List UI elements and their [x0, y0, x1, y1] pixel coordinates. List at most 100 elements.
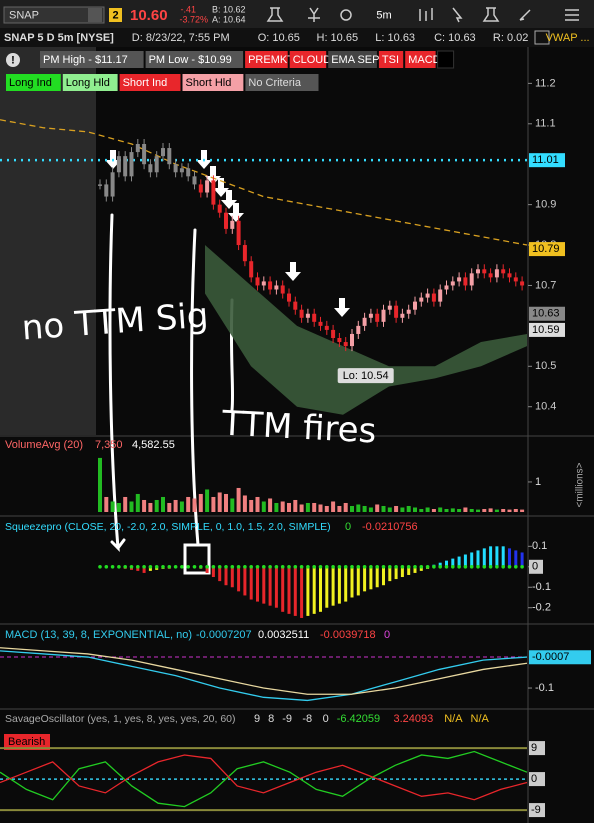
volume-title: VolumeAvg (20)	[5, 439, 83, 451]
volume-bar	[287, 502, 291, 512]
dropdown[interactable]	[88, 8, 102, 22]
squeeze-dot	[287, 564, 291, 569]
volume-bar	[261, 501, 266, 512]
candle	[261, 281, 266, 286]
squeeze-dot	[331, 564, 335, 569]
squeeze-dot	[205, 564, 209, 569]
squeeze-bar	[501, 546, 505, 567]
volume-bar	[154, 499, 159, 512]
squeeze-dot	[173, 564, 178, 569]
squeeze-dot	[337, 564, 342, 569]
criteria-label: Long Hld	[66, 77, 110, 89]
squeeze-dot	[406, 564, 411, 569]
criteria-label-bg	[182, 74, 244, 91]
price-marker-bg	[529, 242, 565, 257]
y-tick-label: 10.5	[535, 360, 556, 372]
volume-bar	[198, 493, 203, 512]
label-blank	[437, 50, 455, 69]
squeeze-bar	[463, 554, 467, 567]
squeeze-bar	[520, 552, 524, 567]
squeeze-dot	[457, 564, 461, 569]
volume-bar	[463, 507, 468, 512]
candle	[375, 313, 380, 322]
volume-bar	[242, 495, 247, 512]
volume-bar	[236, 487, 241, 512]
candle	[299, 309, 304, 318]
criteria-label-bg	[6, 74, 61, 91]
price-marker-bg	[529, 153, 565, 168]
volume-bar	[123, 496, 128, 512]
squeeze-bar	[356, 566, 360, 596]
squeeze-bar	[470, 552, 474, 567]
y-tick-label: 10.9	[535, 199, 556, 211]
price-marker-bg	[529, 306, 565, 321]
badge-bg	[109, 8, 122, 22]
squeeze-bar	[400, 566, 404, 578]
savage-value: N/A	[444, 713, 463, 725]
y-tick-label: 0.1	[532, 540, 547, 552]
price-marker: 10.59	[532, 324, 560, 336]
squeeze-bar	[256, 566, 259, 602]
y-tick-label: -0.2	[532, 602, 551, 614]
volume-bar	[507, 509, 512, 512]
squeeze-dot	[98, 564, 102, 569]
volume-bar	[173, 499, 178, 512]
candle	[236, 220, 241, 246]
y-tick-label: 11.1	[535, 118, 556, 130]
squeeze-dot	[350, 564, 354, 569]
volume-bar	[211, 496, 216, 512]
squeeze-dot	[199, 564, 203, 569]
squeeze-bar	[243, 566, 247, 596]
squeeze-bar	[249, 566, 253, 600]
criteria-label-bg	[245, 74, 319, 91]
squeeze-bar	[274, 566, 278, 608]
candle	[154, 156, 159, 173]
squeeze-dot	[469, 564, 474, 569]
squeeze-bar	[148, 566, 152, 571]
volume-bar	[324, 505, 329, 512]
criteria-label: PM High - $11.17	[43, 54, 128, 66]
candle	[331, 329, 336, 338]
volume-bar	[224, 493, 228, 512]
criteria-label: Long Ind	[9, 77, 52, 89]
candle	[192, 176, 197, 185]
savage-value: -9	[282, 713, 292, 725]
criteria-label: EMA SEP	[331, 54, 379, 66]
candle	[368, 313, 373, 318]
candle	[116, 156, 121, 173]
timeframe[interactable]: 5m	[376, 9, 391, 21]
symbol: SNAP	[9, 9, 39, 21]
criteria-label: CLOUD	[293, 54, 332, 66]
candle	[148, 164, 153, 173]
change-pct: -3.72%	[179, 14, 208, 24]
volume-bar	[192, 498, 197, 512]
toolbar-icons[interactable]	[266, 7, 579, 23]
macd-marker-bg	[529, 650, 591, 665]
squeeze-dot	[255, 564, 260, 569]
volume-bar	[343, 502, 348, 512]
criteria-label-bg	[119, 74, 181, 91]
candle	[135, 144, 140, 153]
squeeze-dot	[142, 564, 146, 569]
candle	[337, 338, 342, 343]
criteria-label: PM Low - $10.99	[149, 54, 232, 66]
volume-bar	[255, 496, 260, 512]
candle	[312, 313, 317, 322]
savage-title: SavageOscillator (yes, 1, yes, 8, yes, y…	[5, 713, 236, 725]
macd-value3: -0.0039718	[320, 629, 376, 641]
volume-value: 7,350	[95, 439, 123, 451]
volume-bar	[98, 457, 102, 512]
criteria-label-bg	[378, 51, 404, 68]
candle	[179, 168, 184, 173]
candle	[476, 269, 480, 274]
criteria-label-bg	[145, 51, 244, 68]
candle	[400, 313, 405, 318]
volume-bar	[368, 507, 373, 512]
collapse-btn[interactable]	[534, 30, 550, 45]
squeeze-bar	[388, 566, 392, 582]
squeeze-title: Squeezepro (CLOSE, 20, -2.0, 2.0, SIMPLE…	[5, 521, 331, 533]
info-icon[interactable]	[6, 53, 20, 67]
y-tick-label: -0.1	[535, 682, 554, 694]
symbol-box[interactable]	[3, 6, 105, 24]
candle	[463, 277, 468, 286]
